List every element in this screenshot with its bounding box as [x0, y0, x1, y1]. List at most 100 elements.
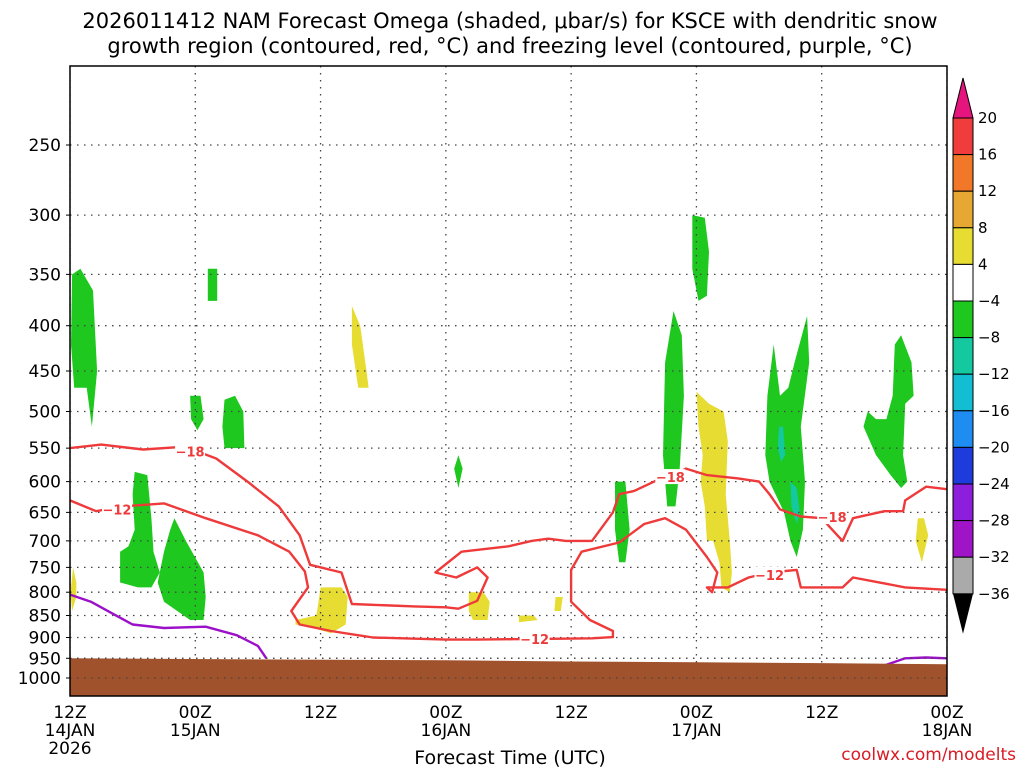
- colorbar-band: [952, 556, 974, 595]
- dgz-contour-label: −18: [656, 471, 685, 486]
- colorbar-label: −8: [978, 329, 1000, 347]
- omega-region: [663, 311, 684, 507]
- colorbar-band: [952, 190, 974, 229]
- y-tick-label: 850: [29, 607, 61, 627]
- x-tick-label: 14JAN: [45, 721, 96, 741]
- omega-region: [190, 395, 204, 431]
- y-tick-label: 650: [29, 503, 61, 523]
- omega-positive-region: [915, 518, 929, 563]
- dgz-contour-label: −18: [176, 446, 205, 461]
- omega-region: [765, 316, 810, 557]
- contour-label-bg: [655, 469, 686, 485]
- colorbar-label: 12: [978, 182, 997, 200]
- x-tick-label: 00Z: [429, 703, 462, 723]
- omega-positive-region: [696, 391, 732, 593]
- y-tick-label: 800: [29, 583, 61, 603]
- chart-title-line1: 2026011412 NAM Forecast Omega (shaded, μ…: [82, 9, 937, 33]
- dgz-contour-label: −18: [818, 511, 847, 526]
- x-tick-label: 15JAN: [170, 721, 221, 741]
- y-tick-label: 300: [29, 206, 61, 226]
- contour-label-bg: [101, 501, 132, 517]
- colorbar-label: −16: [978, 402, 1010, 420]
- x-tick-label: 12Z: [304, 703, 337, 723]
- x-tick-label: 00Z: [930, 703, 963, 723]
- omega-positive-region: [518, 615, 538, 623]
- omega-positive-region: [554, 597, 563, 611]
- colorbar-label: −28: [978, 512, 1010, 530]
- freezing-level-contour-line: [884, 656, 947, 667]
- omega-region: [777, 426, 786, 462]
- colorbar-top-arrow: [952, 77, 974, 119]
- omega-region: [692, 215, 709, 301]
- omega-region: [222, 395, 245, 449]
- omega-shading-layer: [70, 215, 929, 634]
- contour-label-bg: [519, 631, 550, 647]
- colorbar-band: [952, 117, 974, 156]
- x-tick-label: 16JAN: [421, 721, 472, 741]
- colorbar-label: −12: [978, 365, 1010, 383]
- credit-text: coolwx.com/modelts: [841, 745, 1016, 765]
- y-tick-label: 400: [29, 317, 61, 337]
- contour-label-bg: [817, 509, 848, 525]
- omega-region: [863, 335, 914, 488]
- plot-frame: [69, 65, 948, 697]
- y-tick-label: 500: [29, 403, 61, 423]
- colorbar-band: [952, 263, 974, 302]
- colorbar-label: −4: [978, 292, 1000, 310]
- x-tick-label: 12Z: [805, 703, 838, 723]
- chart-title-line2: growth region (contoured, red, °C) and f…: [107, 34, 912, 58]
- colorbar-label: 8: [978, 219, 988, 237]
- dgz-contour-label: −12: [102, 503, 131, 518]
- omega-region: [454, 455, 463, 488]
- freezing-level-contour-line: [70, 593, 268, 659]
- x-axis-label: Forecast Time (UTC): [414, 747, 605, 768]
- omega-region: [790, 481, 800, 524]
- contour-layer: [70, 443, 947, 667]
- omega-region: [71, 268, 98, 427]
- colorbar-bottom-arrow: [953, 593, 973, 634]
- x-tick-label: 12Z: [555, 703, 588, 723]
- colorbar-label: 16: [978, 146, 997, 164]
- x-tick-label: 18JAN: [922, 721, 973, 741]
- omega-positive-region: [295, 587, 348, 634]
- x-tick-label: 2026: [48, 739, 91, 759]
- y-tick-label: 700: [29, 532, 61, 552]
- contour-labels: −18 −18 −18 −12 −12 −12: [101, 443, 848, 648]
- colorbar-band: [952, 446, 974, 485]
- y-tick-label: 350: [29, 265, 61, 285]
- x-tick-label: 00Z: [680, 703, 713, 723]
- colorbar: 20 16 12 8 4 −4 −8 −12 −16 −20 −24 −28 −32 −36: [952, 77, 1010, 634]
- ground-layer: [70, 657, 947, 696]
- omega-region: [207, 268, 218, 301]
- colorbar-band: [952, 483, 974, 522]
- x-tick-label: 17JAN: [671, 721, 722, 741]
- omega-region: [157, 518, 206, 620]
- omega-positive-region: [351, 306, 369, 388]
- x-tick-label: 12Z: [53, 703, 86, 723]
- y-axis: 2503003504004505005506006507007508008509…: [18, 136, 70, 689]
- colorbar-band: [952, 520, 974, 558]
- contour-label-bg: [754, 567, 785, 583]
- omega-region: [120, 471, 160, 588]
- ground-terrain: [70, 658, 947, 696]
- y-tick-label: 950: [29, 649, 61, 669]
- y-tick-label: 550: [29, 439, 61, 459]
- colorbar-label: −32: [978, 548, 1010, 566]
- colorbar-label: 4: [978, 255, 988, 273]
- colorbar-band: [952, 373, 974, 412]
- y-tick-label: 600: [29, 473, 61, 493]
- omega-positive-region: [70, 567, 77, 611]
- colorbar-label: −20: [978, 438, 1010, 456]
- dgz-contour-label: −12: [520, 633, 549, 648]
- colorbar-band: [952, 337, 974, 375]
- y-tick-label: 900: [29, 628, 61, 648]
- x-tick-label: 00Z: [179, 703, 212, 723]
- colorbar-band: [952, 227, 974, 265]
- contour-label-bg: [175, 443, 206, 459]
- colorbar-label: 20: [978, 109, 997, 127]
- colorbar-band: [952, 300, 974, 339]
- colorbar-band: [952, 410, 974, 448]
- colorbar-label: −24: [978, 475, 1010, 493]
